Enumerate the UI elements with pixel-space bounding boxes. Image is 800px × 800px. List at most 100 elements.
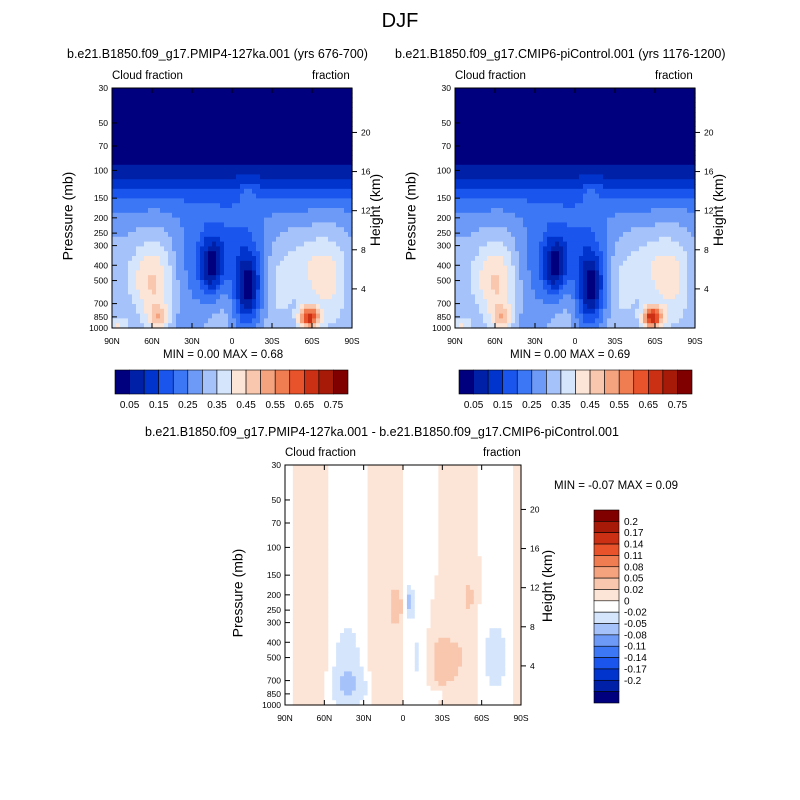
panel1-y2tick-label: 8 <box>361 245 366 255</box>
panel3-y2tick-label: 12 <box>530 583 540 593</box>
panel1-y2tick-label: 4 <box>361 284 366 294</box>
colorbar3-swatch <box>593 577 620 590</box>
colorbar2-label: 0.35 <box>551 400 571 411</box>
colorbar3-label: 0 <box>624 596 630 607</box>
colorbar3-swatch <box>593 509 620 522</box>
colorbar3-label: -0.02 <box>624 608 647 619</box>
panel3-ytick-label: 850 <box>267 689 281 699</box>
panel2-title: b.e21.B1850.f09_g17.CMIP6-piControl.001 … <box>395 47 726 61</box>
panel1-y2tick-label: 16 <box>361 167 371 177</box>
panel1-ytick-label: 300 <box>94 241 108 251</box>
colorbar1-label: 0.35 <box>207 400 227 411</box>
panel2-xtick-label: 60S <box>647 336 662 346</box>
colorbar1-label: 0.25 <box>178 400 198 411</box>
panel3-xtick-label: 90N <box>277 713 293 723</box>
panel1-y2tick-label: 12 <box>361 206 371 216</box>
colorbar1-label: 0.05 <box>120 400 140 411</box>
colorbar2-swatch <box>662 369 678 395</box>
panel2-plot: 90N 60N 30N 0 30S 60S 90S 30 50 70 100 150 200 250 300… <box>432 83 714 346</box>
panel3-ytick-label: 70 <box>272 518 282 528</box>
panel2-ytick-label: 500 <box>437 276 451 286</box>
panel1-ytick-label: 70 <box>99 141 109 151</box>
colorbar3-label: 0.14 <box>624 540 644 551</box>
colorbar2-swatch <box>575 369 591 395</box>
colorbar3-swatch <box>593 566 620 579</box>
colorbar2-label: 0.55 <box>609 400 629 411</box>
colorbar3-swatch <box>593 589 620 602</box>
colorbar3-swatch <box>593 623 620 636</box>
colorbar3-label: -0.2 <box>624 676 642 687</box>
panel1-xtick-label: 30N <box>184 336 200 346</box>
colorbar1-swatch <box>318 369 334 395</box>
panel2-ytick-label: 400 <box>437 260 451 270</box>
colorbar1-swatch <box>304 369 320 395</box>
colorbar1-swatch <box>231 369 247 395</box>
colorbar1-swatch <box>158 369 174 395</box>
colorbar1-swatch <box>202 369 218 395</box>
panel1-stats: MIN = 0.00 MAX = 0.68 <box>163 349 284 361</box>
colorbar1-swatch <box>129 369 145 395</box>
panel3-y2tick-label: 20 <box>530 504 540 514</box>
panel1-ytick-label: 1000 <box>89 323 108 333</box>
panel2-ytick-label: 70 <box>442 141 452 151</box>
colorbar2-swatch <box>677 369 693 395</box>
panel2-y2tick-label: 16 <box>704 167 714 177</box>
panel2-y2tick-label: 8 <box>704 245 709 255</box>
panel2-xtick-label: 30N <box>527 336 543 346</box>
panel3-xtick-label: 60N <box>317 713 333 723</box>
diff-title: b.e21.B1850.f09_g17.PMIP4-127ka.001 - b.… <box>145 425 619 439</box>
colorbar3-label: 0.2 <box>624 517 638 528</box>
panel3-ytick-label: 100 <box>267 542 281 552</box>
panel1-xtick-label: 90N <box>104 336 120 346</box>
panel3-ytick-label: 1000 <box>262 700 281 710</box>
panel3-ytick-label: 250 <box>267 605 281 615</box>
panel3-xtick-label: 0 <box>401 713 406 723</box>
panel3-xtick-label: 30N <box>356 713 372 723</box>
panel3-y2tick-label: 16 <box>530 544 540 554</box>
colorbar3-swatch <box>593 543 620 556</box>
colorbar2-swatch <box>604 369 620 395</box>
colorbar1-swatch <box>187 369 203 395</box>
colorbar3-swatch <box>593 679 620 692</box>
colorbar3-swatch <box>593 600 620 613</box>
panel2-ytick-label: 30 <box>442 83 452 93</box>
colorbar1-swatch <box>143 369 159 395</box>
colorbar3-label: -0.11 <box>624 642 646 653</box>
panel2-xtick-label: 30S <box>607 336 622 346</box>
panel1-xtick-label: 0 <box>230 336 235 346</box>
colorbar3-label: -0.05 <box>624 619 647 630</box>
colorbar2-swatch <box>546 369 562 395</box>
colorbar3-swatch <box>593 611 620 624</box>
panel2-y2tick-label: 4 <box>704 284 709 294</box>
colorbar2-label: 0.45 <box>580 400 600 411</box>
panel2-ytick-label: 850 <box>437 312 451 322</box>
panel1-ytick-label: 700 <box>94 299 108 309</box>
colorbar2-swatch <box>531 369 547 395</box>
panel1-xtick-label: 90S <box>344 336 359 346</box>
colorbar2-swatch <box>560 369 576 395</box>
panel2-ytick-label: 200 <box>437 213 451 223</box>
panel3-xtick-label: 60S <box>474 713 489 723</box>
panel1-ytick-label: 150 <box>94 193 108 203</box>
colorbar1-swatch <box>245 369 261 395</box>
panel1-plot: 90N 60N 30N 0 30S 60S 90S 30 50 70 100 150 200 250 300… <box>89 83 371 346</box>
colorbar1-label: 0.75 <box>324 400 344 411</box>
panel1-ytick-label: 200 <box>94 213 108 223</box>
colorbar3-swatch <box>593 657 620 670</box>
colorbar3-swatch <box>593 555 620 568</box>
colorbar3-label: 0.08 <box>624 562 644 573</box>
colorbar2-swatch <box>502 369 518 395</box>
panel1-ytick-label: 500 <box>94 276 108 286</box>
colorbar1-swatch <box>260 369 276 395</box>
panel2-ytick-label: 150 <box>437 193 451 203</box>
colorbar2-swatch <box>487 369 503 395</box>
panel2-ytick-label: 1000 <box>432 323 451 333</box>
panel2-xtick-label: 90N <box>447 336 463 346</box>
page-title: DJF <box>381 10 419 32</box>
colorbar1-swatch <box>333 369 349 395</box>
panel2-right-label: fraction <box>655 70 693 82</box>
panel1-ytick-label: 30 <box>99 83 109 93</box>
panel2-stats: MIN = 0.00 MAX = 0.69 <box>510 349 631 361</box>
panel1-ytick-label: 250 <box>94 228 108 238</box>
